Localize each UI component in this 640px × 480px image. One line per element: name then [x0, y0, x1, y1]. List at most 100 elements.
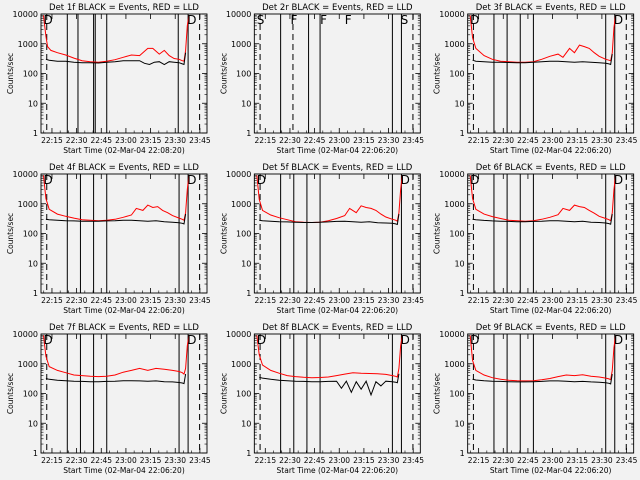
flag-label: D — [401, 173, 410, 187]
y-tick-label: 10000 — [13, 330, 38, 339]
y-axis-label: Counts/sec — [433, 213, 442, 254]
series-line-primary — [469, 335, 617, 382]
x-tick-label: 23:00 — [328, 136, 350, 145]
flag-label: D — [187, 13, 196, 27]
y-tick-label: 1000 — [444, 40, 464, 49]
x-tick-label: 22:45 — [90, 136, 112, 145]
y-tick-label: 1000 — [444, 200, 464, 209]
x-axis-label: Start Time (02-Mar-04 22:06:20) — [63, 466, 185, 475]
x-tick-label: 22:15 — [468, 296, 490, 305]
y-tick-label: 10000 — [439, 170, 464, 179]
y-tick-label: 1 — [33, 449, 38, 458]
x-tick-label: 23:30 — [591, 296, 613, 305]
chart-panel-4: Det 4f BLACK = Events, RED = LLD 1 10 100 10… — [6, 163, 211, 315]
x-tick-label: 23:45 — [402, 456, 424, 465]
x-tick-label: 23:30 — [378, 136, 400, 145]
x-tick-label: 23:30 — [591, 136, 613, 145]
series-line-secondary — [45, 374, 187, 385]
flag-label: D — [401, 333, 410, 347]
y-tick-label: 10000 — [226, 10, 251, 19]
y-tick-label: 1 — [460, 449, 465, 458]
y-tick-label: 100 — [23, 230, 38, 239]
flag-label: D — [614, 173, 623, 187]
y-tick-label: 1000 — [231, 200, 251, 209]
x-tick-label: 23:45 — [189, 296, 211, 305]
y-tick-label: 1 — [246, 129, 251, 138]
plot-frame — [253, 13, 421, 134]
x-tick-label: 22:15 — [41, 136, 63, 145]
x-tick-label: 22:45 — [90, 296, 112, 305]
chart-panel-9: Det 9f BLACK = Events, RED = LLD 1 10 100 10… — [433, 323, 638, 475]
x-tick-label: 23:45 — [616, 136, 638, 145]
x-tick-label: 22:30 — [66, 456, 88, 465]
x-tick-label: 22:45 — [304, 136, 326, 145]
x-tick-label: 23:00 — [115, 296, 137, 305]
y-tick-label: 1000 — [18, 40, 38, 49]
y-tick-label: 100 — [449, 230, 464, 239]
x-axis-label: Start Time (02-Mar-04 22:06:20) — [490, 466, 612, 475]
flag-label: S — [401, 13, 409, 27]
y-tick-label: 100 — [449, 390, 464, 399]
y-tick-label: 10 — [28, 419, 38, 428]
plot-frame — [467, 333, 635, 454]
x-tick-label: 23:30 — [164, 456, 186, 465]
chart-title: Det 6f BLACK = Events, RED = LLD — [476, 163, 626, 173]
chart-panel-2: Det 2r BLACK = Events, RED = LLD 1 10 100 10… — [219, 3, 424, 155]
x-tick-label: 23:00 — [115, 136, 137, 145]
y-tick-label: 1 — [460, 289, 465, 298]
flag-label: D — [470, 13, 479, 27]
y-tick-label: 10000 — [13, 170, 38, 179]
y-tick-label: 100 — [236, 70, 251, 79]
chart-title: Det 9f BLACK = Events, RED = LLD — [476, 323, 626, 333]
series-line-primary — [469, 175, 617, 222]
y-tick-label: 10 — [241, 419, 251, 428]
y-tick-label: 1 — [460, 129, 465, 138]
flag-label: F — [290, 13, 297, 27]
series-line-primary — [43, 15, 190, 63]
flag-label: D — [470, 333, 479, 347]
plot-frame — [467, 13, 635, 134]
chart-panel-8: Det 8f BLACK = Events, RED = LLD 1 10 100 10… — [219, 323, 424, 475]
x-tick-label: 23:30 — [164, 136, 186, 145]
flag-label: F — [320, 13, 327, 27]
y-tick-label: 10 — [28, 99, 38, 108]
x-tick-label: 23:15 — [140, 136, 162, 145]
series-line-primary — [469, 15, 617, 63]
series-line-primary — [43, 335, 190, 378]
chart-panel-1: Det 1f BLACK = Events, RED = LLD 1 10 100 10… — [6, 3, 211, 155]
y-axis-label: Counts/sec — [6, 373, 15, 414]
y-tick-label: 1000 — [231, 360, 251, 369]
x-axis-label: Start Time (02-Mar-04 22:06:20) — [63, 306, 185, 315]
chart-title: Det 2r BLACK = Events, RED = LLD — [262, 3, 413, 13]
x-tick-label: 22:45 — [304, 456, 326, 465]
y-tick-label: 100 — [236, 230, 251, 239]
x-tick-label: 23:30 — [591, 456, 613, 465]
flag-label: D — [257, 333, 266, 347]
x-tick-label: 22:30 — [492, 296, 514, 305]
chart-panel-3: Det 3f BLACK = Events, RED = LLD 1 10 100 10… — [433, 3, 638, 155]
y-tick-label: 1 — [246, 289, 251, 298]
y-tick-label: 10 — [454, 259, 464, 268]
x-tick-label: 23:15 — [566, 296, 588, 305]
y-tick-label: 10 — [454, 99, 464, 108]
x-tick-label: 23:30 — [164, 296, 186, 305]
y-tick-label: 10 — [28, 259, 38, 268]
chart-title: Det 5f BLACK = Events, RED = LLD — [262, 163, 412, 173]
series-line-secondary — [472, 214, 613, 225]
series-line-secondary — [45, 214, 187, 225]
x-tick-label: 23:00 — [542, 136, 564, 145]
x-tick-label: 23:45 — [189, 456, 211, 465]
chart-title: Det 3f BLACK = Events, RED = LLD — [476, 3, 626, 13]
x-axis-label: Start Time (02-Mar-04 22:08:20) — [63, 146, 185, 155]
y-tick-label: 1000 — [18, 360, 38, 369]
y-tick-label: 1000 — [18, 200, 38, 209]
y-tick-label: 100 — [23, 390, 38, 399]
x-tick-label: 23:45 — [189, 136, 211, 145]
flag-label: D — [187, 173, 196, 187]
flag-label: D — [43, 13, 52, 27]
y-axis-label: Counts/sec — [6, 213, 15, 254]
plot-frame — [40, 13, 208, 134]
series-line-secondary — [472, 374, 613, 385]
plot-frame — [40, 173, 208, 294]
